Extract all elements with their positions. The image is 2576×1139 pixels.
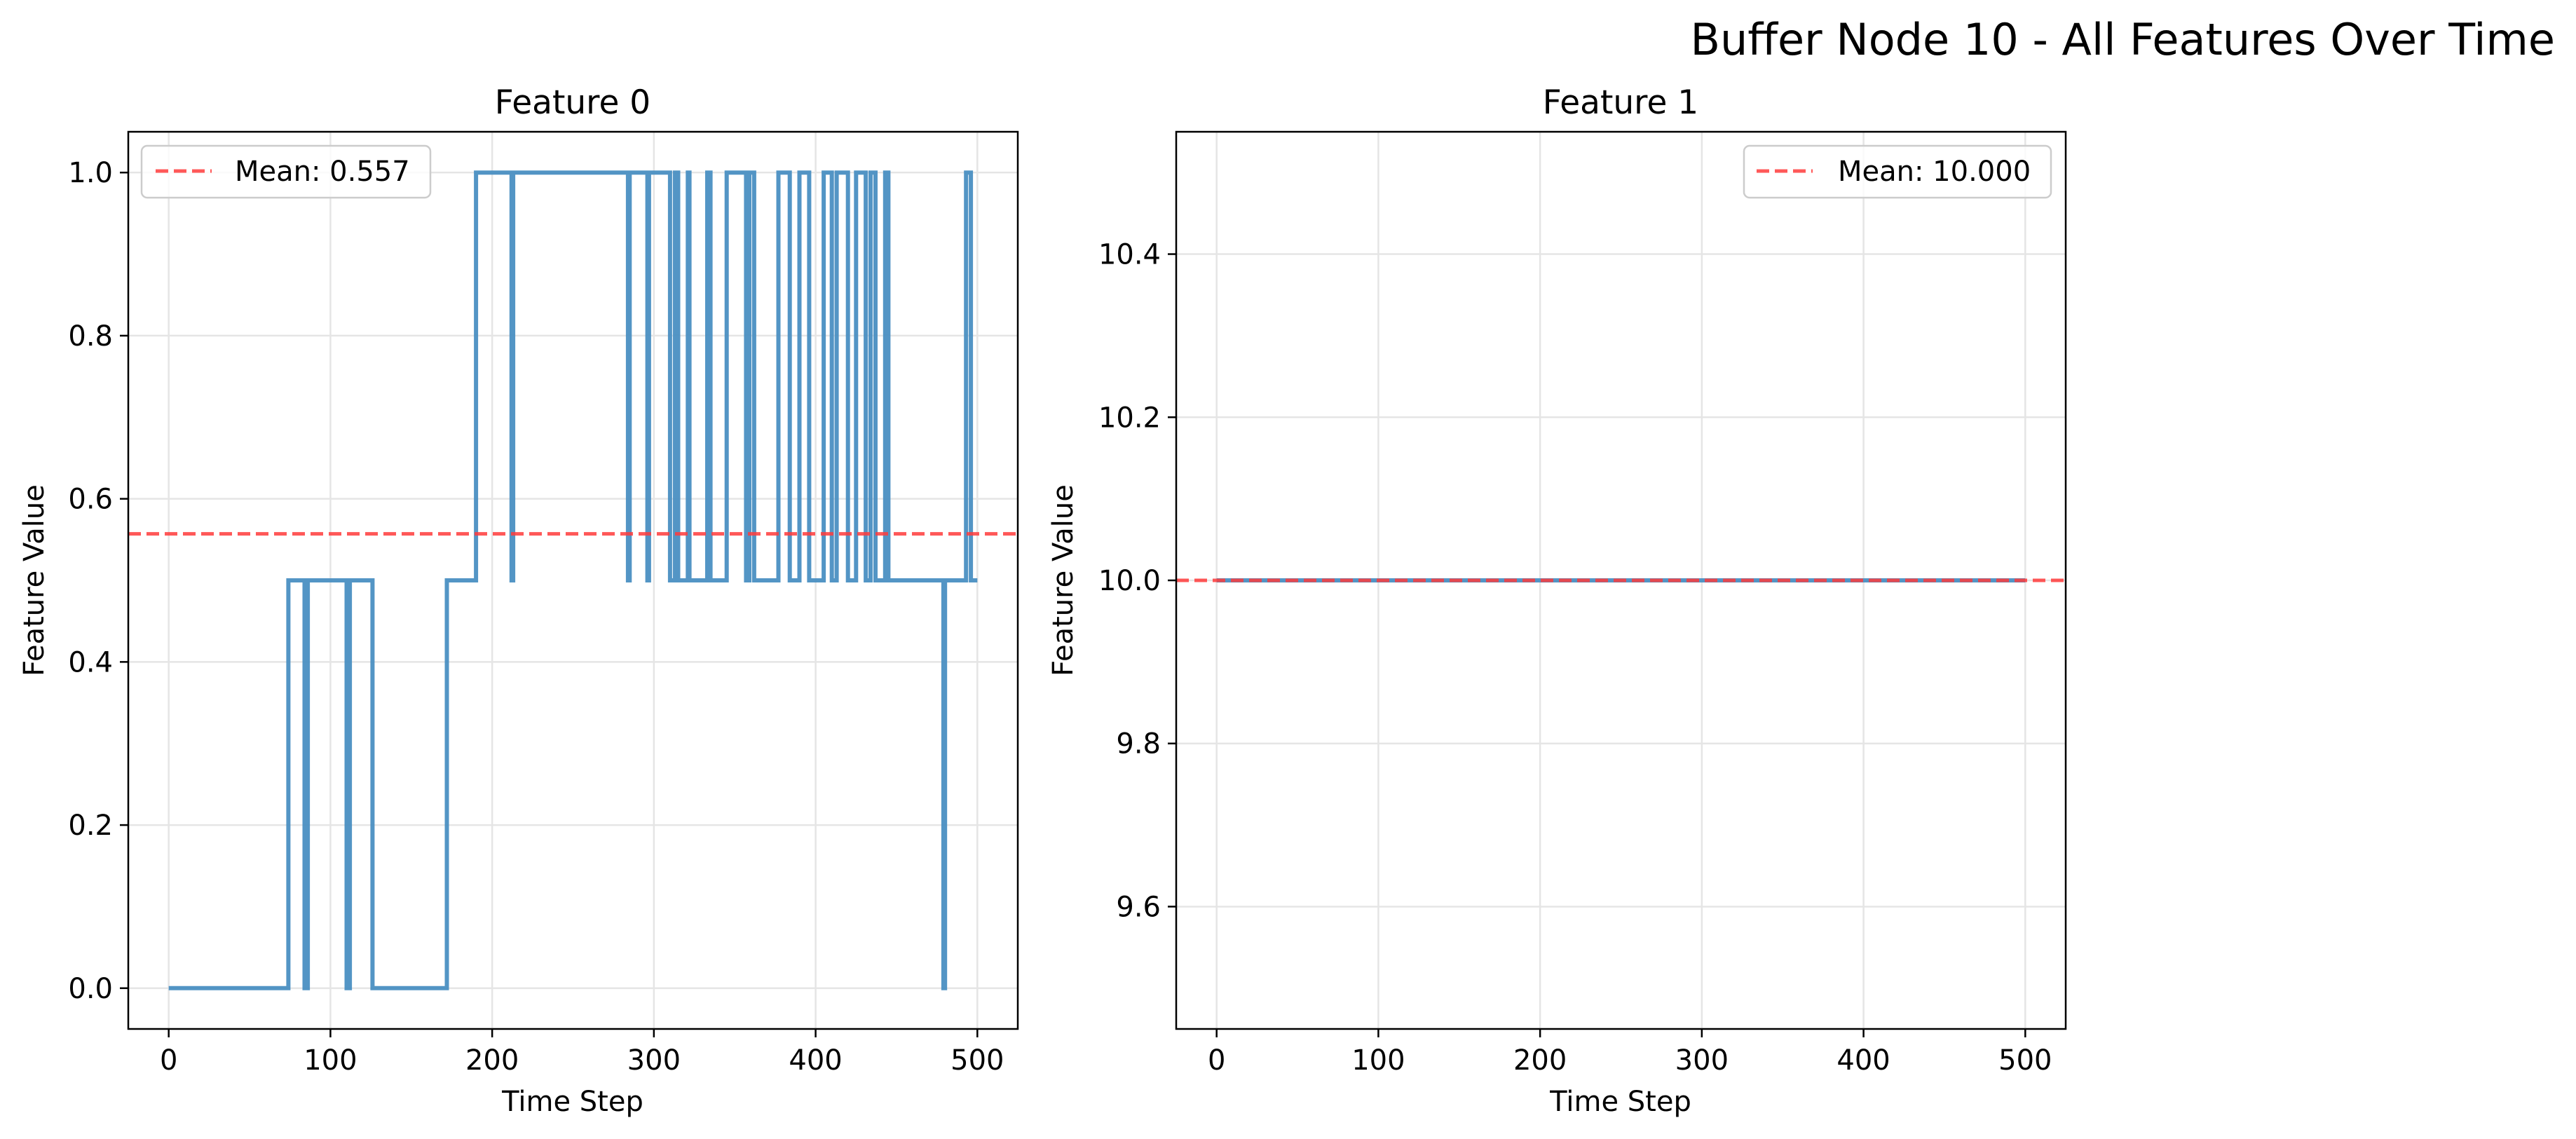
legend: Mean: 10.000 xyxy=(1743,144,2052,199)
x-tick-label: 200 xyxy=(1513,1044,1567,1077)
x-tick-label: 100 xyxy=(1351,1044,1405,1077)
y-tick-label: 9.6 xyxy=(1116,891,1161,923)
y-tick-label: 10.4 xyxy=(1098,239,1161,271)
legend-box xyxy=(1743,144,2052,199)
panel-title: Feature 1 xyxy=(1543,83,1698,122)
y-tick-label: 0.0 xyxy=(68,973,113,1005)
panel-feature-1: Feature 1 Time Step Feature Value 0 100 20… xyxy=(1047,83,2067,1118)
x-tick-label: 400 xyxy=(1836,1044,1890,1077)
y-tick-label: 10.0 xyxy=(1098,565,1161,597)
legend-mean-label: Mean: 0.557 xyxy=(235,156,410,188)
x-tick-label: 500 xyxy=(1998,1044,2052,1077)
legend-box xyxy=(140,144,432,199)
y-axis-label: Feature Value xyxy=(18,484,50,676)
x-tick-label: 300 xyxy=(1675,1044,1729,1077)
x-axis-label: Time Step xyxy=(1549,1086,1691,1118)
legend: Mean: 0.557 xyxy=(140,144,432,199)
y-axis-label: Feature Value xyxy=(1047,484,1079,676)
x-tick-label: 0 xyxy=(1208,1044,1225,1077)
panel-title: Feature 0 xyxy=(495,83,650,122)
x-tick-label: 300 xyxy=(627,1044,681,1077)
x-tick-label: 500 xyxy=(950,1044,1004,1077)
figure-title: Buffer Node 10 - All Features Over Time xyxy=(1690,14,2555,65)
y-tick-label: 0.6 xyxy=(68,484,113,516)
x-tick-label: 400 xyxy=(789,1044,842,1077)
axes-frame xyxy=(127,130,1019,1030)
x-axis-label: Time Step xyxy=(501,1086,643,1118)
y-tick-label: 0.4 xyxy=(68,646,113,678)
x-tick-label: 100 xyxy=(304,1044,357,1077)
y-tick-label: 10.2 xyxy=(1098,402,1161,434)
panel-feature-0: Feature 0 Time Step Feature Value 0 100 20… xyxy=(18,83,1019,1118)
y-tick-label: 0.2 xyxy=(68,810,113,842)
series-line xyxy=(168,170,978,990)
y-tick-label: 0.8 xyxy=(68,320,113,353)
legend-mean-label: Mean: 10.000 xyxy=(1838,156,2031,188)
x-tick-label: 0 xyxy=(160,1044,177,1077)
y-tick-label: 9.8 xyxy=(1116,728,1161,761)
x-tick-label: 200 xyxy=(465,1044,519,1077)
y-tick-label: 1.0 xyxy=(68,157,113,189)
